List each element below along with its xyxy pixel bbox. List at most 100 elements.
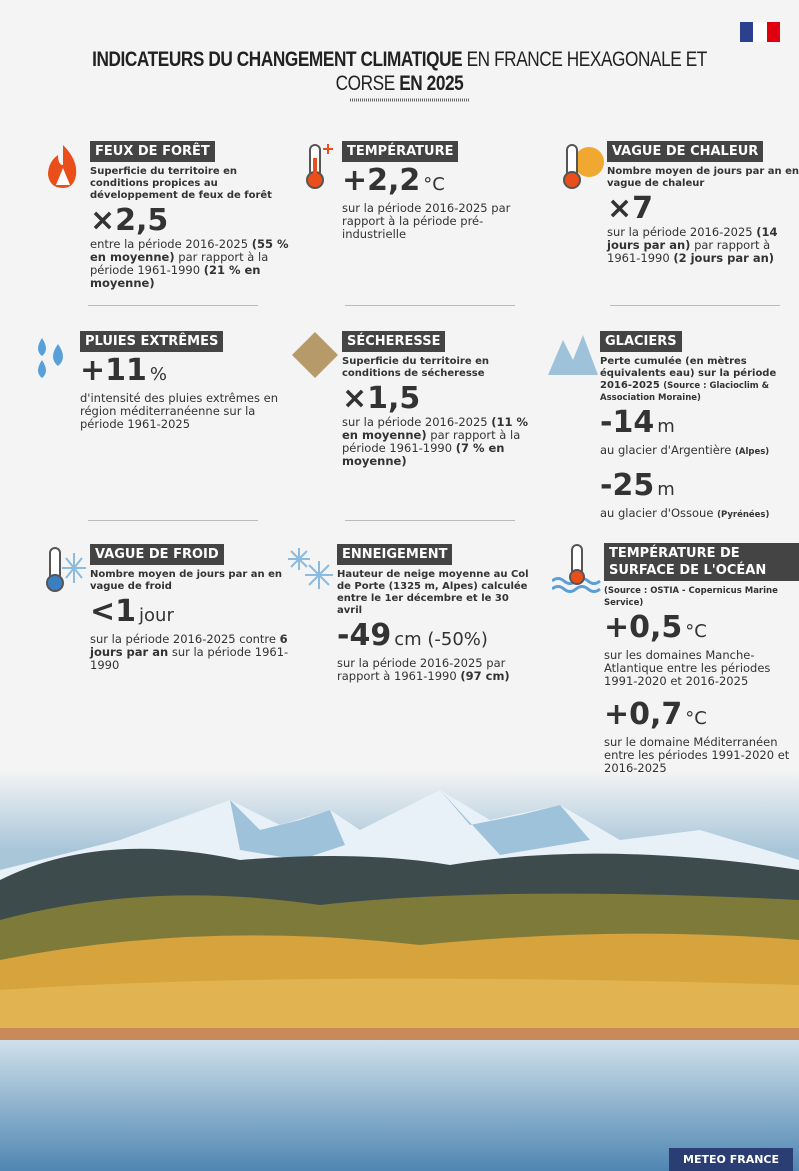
separator xyxy=(345,520,515,521)
value: -14 xyxy=(600,405,654,440)
figure-value: +0,5°C xyxy=(604,611,799,649)
text-run: Nombre moyen de jours par an en vague de… xyxy=(607,166,799,189)
unit: °C xyxy=(423,174,445,195)
text-run: (Alpes) xyxy=(735,447,769,457)
icon xyxy=(290,140,340,190)
figure-text: sur la période 2016-2025 contre 6 jours … xyxy=(90,633,290,672)
figure-value: -14m xyxy=(600,406,799,444)
text-run: (2 jours par an) xyxy=(673,251,774,265)
separator xyxy=(345,305,515,306)
unit: °C xyxy=(685,621,707,642)
icon xyxy=(28,330,78,380)
figure-value: +11% xyxy=(80,354,280,392)
text-run: Hauteur de neige moyenne au Col de Porte… xyxy=(337,569,529,616)
card-description: Nombre moyen de jours par an en vague de… xyxy=(607,166,799,190)
card-title: FEUX DE FORÊT xyxy=(90,141,215,162)
text-run: sur la période 2016-2025 contre xyxy=(90,632,280,646)
separator xyxy=(88,305,258,306)
figure: -14mau glacier d'Argentière (Alpes) xyxy=(600,406,799,459)
figure-text: au glacier d'Argentière (Alpes) xyxy=(600,444,799,459)
figure: ×1,5sur la période 2016-2025 (11 % en mo… xyxy=(342,382,542,468)
card-body: FEUX DE FORÊT Superficie du territoire en… xyxy=(90,140,290,290)
text-run: entre la période 2016-2025 xyxy=(90,237,252,251)
text-run: sur les domaines Manche-Atlantique entre… xyxy=(604,648,770,688)
flag xyxy=(740,22,780,42)
text-run: sur la période 2016-2025 par rapport à l… xyxy=(342,201,510,241)
value: +0,5 xyxy=(604,610,682,645)
separator xyxy=(88,520,258,521)
unit: cm (-50%) xyxy=(394,629,488,650)
card-title: ENNEIGEMENT xyxy=(337,544,452,565)
figure-value: +2,2°C xyxy=(342,164,542,202)
unit: % xyxy=(150,364,167,385)
separator xyxy=(610,305,780,306)
brand: METEO FRANCE xyxy=(669,1148,793,1171)
value: +2,2 xyxy=(342,163,420,198)
value: <1 xyxy=(90,594,136,629)
card-description: Superficie du territoire en conditions p… xyxy=(90,166,290,202)
figure-value: -49cm (-50%) xyxy=(337,619,537,657)
card-description: Perte cumulée (en mètres équivalents eau… xyxy=(600,356,799,404)
text-run: INDICATEURS DU CHANGEMENT CLIMATIQUE xyxy=(92,48,462,71)
card-title: TEMPÉRATURE DE SURFACE DE L'OCÉAN xyxy=(604,543,799,581)
card-title: TEMPÉRATURE xyxy=(342,141,458,162)
icon-graphic xyxy=(28,330,78,380)
figure-text: entre la période 2016-2025 (55 % en moye… xyxy=(90,238,290,290)
page-title: INDICATEURS DU CHANGEMENT CLIMATIQUE EN … xyxy=(72,48,727,96)
figure: +11%d'intensité des pluies extrêmes en r… xyxy=(80,354,280,431)
card-title: PLUIES EXTRÊMES xyxy=(80,331,223,352)
infographic: INDICATEURS DU CHANGEMENT CLIMATIQUE EN … xyxy=(0,0,799,1171)
text-run: Superficie du territoire en conditions d… xyxy=(342,356,489,379)
card-title: GLACIERS xyxy=(600,331,682,352)
figure-text: sur les domaines Manche-Atlantique entre… xyxy=(604,649,799,688)
unit: m xyxy=(657,479,675,500)
figure-text: sur la période 2016-2025 par rapport à 1… xyxy=(337,657,537,683)
figure-value: +0,7°C xyxy=(604,698,799,736)
card-body: PLUIES EXTRÊMES+11%d'intensité des pluie… xyxy=(80,330,280,431)
card-title: VAGUE DE FROID xyxy=(90,544,224,565)
figure-text: sur la période 2016-2025 (14 jours par a… xyxy=(607,226,799,265)
card-description: Superficie du territoire en conditions d… xyxy=(342,356,542,380)
unit: °C xyxy=(685,708,707,729)
icon-graphic xyxy=(285,543,335,593)
figure-text: sur la période 2016-2025 (11 % en moyenn… xyxy=(342,416,542,468)
text-run: (Pyrénées) xyxy=(717,510,769,520)
icon xyxy=(38,543,88,593)
card-description: Nombre moyen de jours par an en vague de… xyxy=(90,569,290,593)
figure-text: sur la période 2016-2025 par rapport à l… xyxy=(342,202,542,241)
card-body: TEMPÉRATURE DE SURFACE DE L'OCÉAN (Source… xyxy=(604,543,799,775)
card-body: VAGUE DE CHALEUR Nombre moyen de jours pa… xyxy=(607,140,799,265)
landscape xyxy=(0,770,799,1171)
icon xyxy=(548,330,598,380)
text-run: (97 cm) xyxy=(460,669,509,683)
text-run: sur le domaine Méditerranéen entre les p… xyxy=(604,735,789,775)
value: +0,7 xyxy=(604,697,682,732)
text-run: (Source : OSTIA - Copernicus Marine Serv… xyxy=(604,586,778,608)
icon-graphic xyxy=(290,330,340,380)
card-body: ENNEIGEMENT Hauteur de neige moyenne au C… xyxy=(337,543,537,683)
figure-text: sur le domaine Méditerranéen entre les p… xyxy=(604,736,799,775)
icon xyxy=(290,330,340,380)
text-run: Superficie du territoire en conditions p… xyxy=(90,166,272,201)
unit: m xyxy=(657,416,675,437)
figure-value: ×1,5 xyxy=(342,382,542,416)
icon xyxy=(38,140,88,190)
card-description: Hauteur de neige moyenne au Col de Porte… xyxy=(337,569,537,617)
card-body: VAGUE DE FROID Nombre moyen de jours par … xyxy=(90,543,290,672)
text-run: sur la période 2016-2025 xyxy=(342,415,491,429)
figure: ×7sur la période 2016-2025 (14 jours par… xyxy=(607,192,799,265)
figure: -25mau glacier d'Ossoue (Pyrénées) xyxy=(600,469,799,522)
text-run: sur la période 2016-2025 xyxy=(607,225,756,239)
hatch xyxy=(350,97,470,103)
figure-value: ×7 xyxy=(607,192,799,226)
text-run: au glacier d'Ossoue xyxy=(600,506,717,520)
card-title: VAGUE DE CHALEUR xyxy=(607,141,763,162)
